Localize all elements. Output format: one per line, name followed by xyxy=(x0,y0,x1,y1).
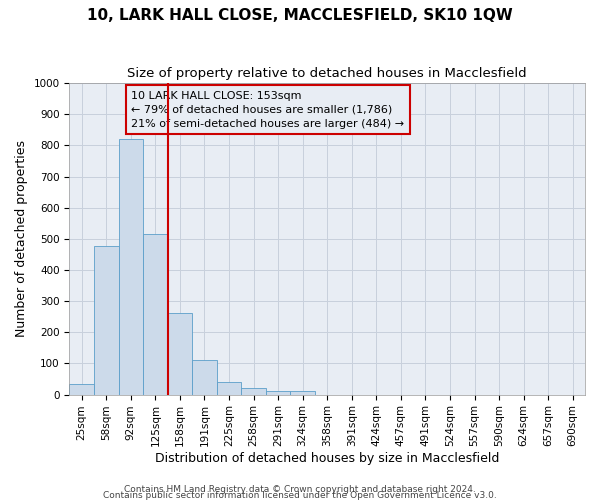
Text: Contains HM Land Registry data © Crown copyright and database right 2024.: Contains HM Land Registry data © Crown c… xyxy=(124,484,476,494)
Bar xyxy=(94,246,119,394)
Bar xyxy=(217,382,241,394)
Bar xyxy=(143,234,167,394)
Text: 10, LARK HALL CLOSE, MACCLESFIELD, SK10 1QW: 10, LARK HALL CLOSE, MACCLESFIELD, SK10 … xyxy=(87,8,513,22)
Bar xyxy=(119,139,143,394)
Bar xyxy=(290,392,315,394)
Text: Contains public sector information licensed under the Open Government Licence v3: Contains public sector information licen… xyxy=(103,490,497,500)
Bar xyxy=(266,392,290,394)
X-axis label: Distribution of detached houses by size in Macclesfield: Distribution of detached houses by size … xyxy=(155,452,499,465)
Text: 10 LARK HALL CLOSE: 153sqm
← 79% of detached houses are smaller (1,786)
21% of s: 10 LARK HALL CLOSE: 153sqm ← 79% of deta… xyxy=(131,91,404,129)
Bar xyxy=(241,388,266,394)
Bar xyxy=(167,312,192,394)
Bar xyxy=(70,384,94,394)
Title: Size of property relative to detached houses in Macclesfield: Size of property relative to detached ho… xyxy=(127,68,527,80)
Y-axis label: Number of detached properties: Number of detached properties xyxy=(15,140,28,338)
Bar xyxy=(192,360,217,394)
